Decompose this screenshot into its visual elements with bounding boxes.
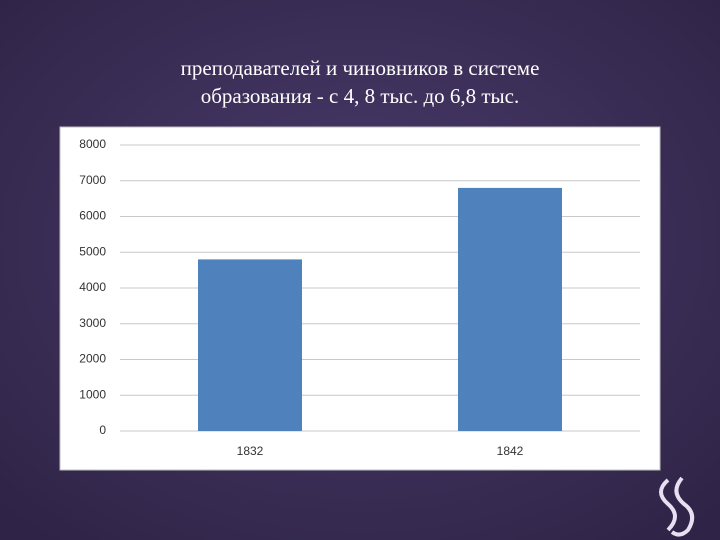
y-tick-label: 3000 [79,316,106,330]
y-tick-label: 6000 [79,209,106,223]
ornament [659,476,695,537]
y-tick-label: 8000 [79,137,106,151]
y-tick-label: 0 [99,423,106,437]
y-tick-label: 5000 [79,244,106,258]
chart-area [59,126,661,471]
x-tick-label: 1832 [237,444,264,458]
bar [198,259,302,431]
title-line: преподавателей и чиновников в системе [181,56,540,80]
plot: 0 1000 2000 3000 4000 5000 6000 7000 8000 1832 184… [79,137,640,458]
title-line: образования - с 4, 8 тыс. до 6,8 тыс. [201,84,520,108]
y-tick-label: 7000 [79,173,106,187]
y-tick-label: 2000 [79,352,106,366]
y-tick-label: 4000 [79,280,106,294]
x-tick-label: 1842 [497,444,524,458]
bar [458,187,562,431]
y-tick-label: 1000 [79,387,106,401]
